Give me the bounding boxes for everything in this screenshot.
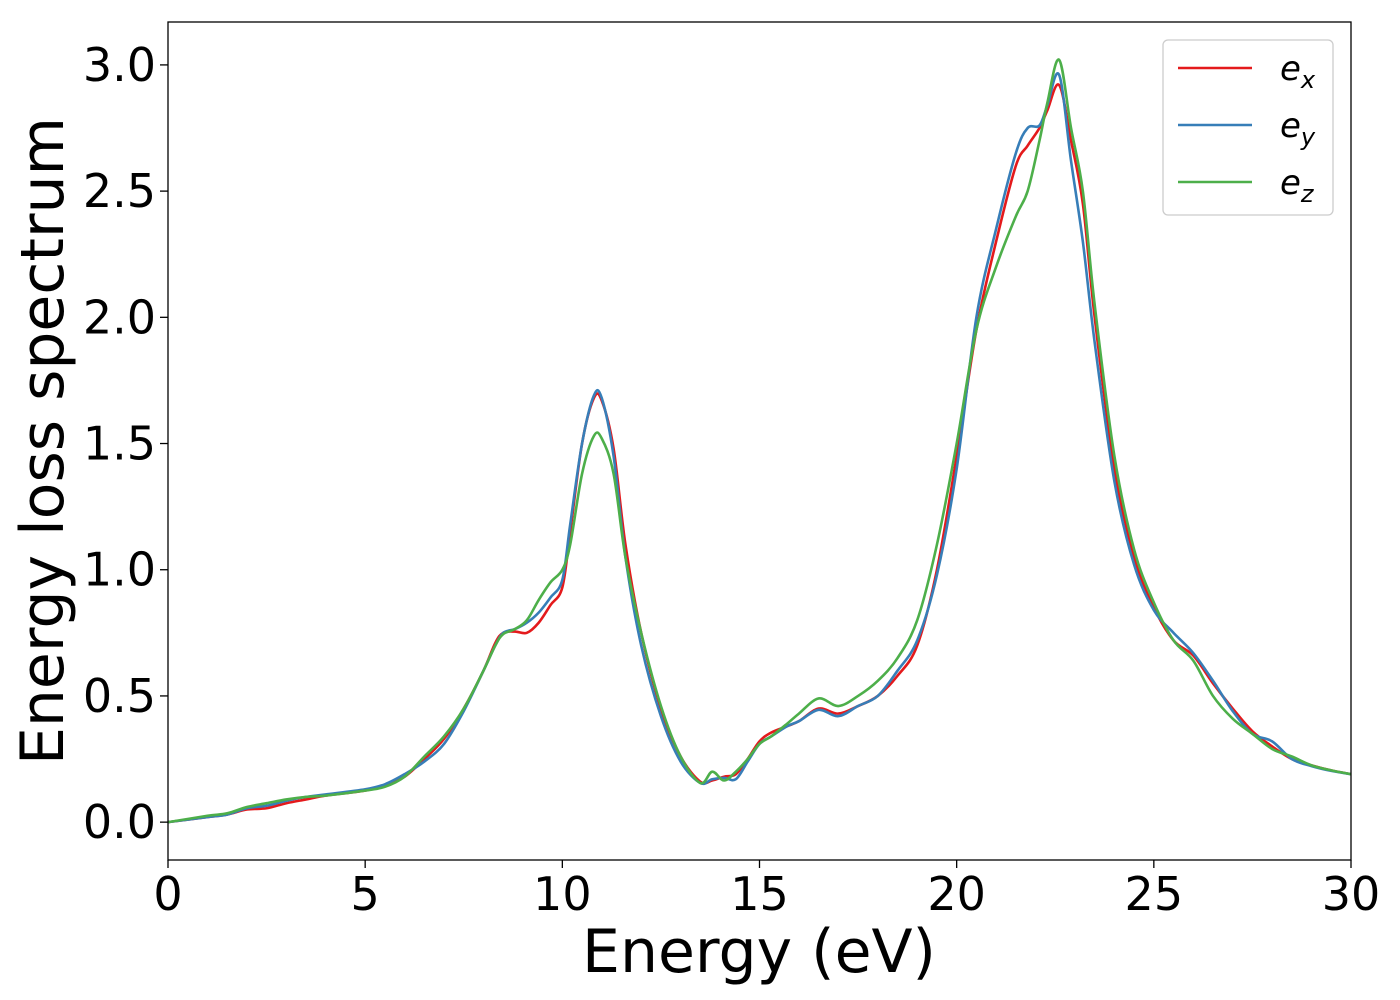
y-axis: 0.0 0.5 1.0 1.5 2.0 2.5 3.0 xyxy=(83,38,168,849)
series-layer xyxy=(168,58,1351,824)
legend-label-z: ez xyxy=(1280,163,1315,208)
y-tick-label: 3.0 xyxy=(83,38,156,92)
x-axis: 0 5 10 15 20 25 30 xyxy=(153,860,1380,921)
x-axis-label: Energy (eV) xyxy=(582,917,936,987)
y-tick-label: 0.0 xyxy=(83,795,156,849)
series-line-x xyxy=(168,83,1351,824)
plot-background xyxy=(168,22,1351,860)
y-tick-label: 1.0 xyxy=(83,543,156,597)
x-tick-label: 10 xyxy=(533,867,592,921)
legend-box xyxy=(1162,39,1334,216)
x-tick-label: 30 xyxy=(1322,867,1381,921)
x-tick-label: 25 xyxy=(1125,867,1184,921)
y-axis-label: Energy loss spectrum xyxy=(8,117,78,765)
x-tick-label: 5 xyxy=(351,867,380,921)
y-tick-label: 2.5 xyxy=(83,164,156,218)
legend-label-y: ey xyxy=(1280,106,1316,151)
x-tick-label: 20 xyxy=(927,867,986,921)
legend-label-x: ex xyxy=(1280,49,1316,94)
y-tick-label: 0.5 xyxy=(83,669,156,723)
x-tick-label: 0 xyxy=(153,867,182,921)
series-line-z xyxy=(168,58,1351,824)
y-tick-label: 2.0 xyxy=(83,290,156,344)
x-tick-label: 15 xyxy=(730,867,789,921)
y-tick-label: 1.5 xyxy=(83,417,156,471)
legend: ex ey ez xyxy=(1162,39,1334,216)
